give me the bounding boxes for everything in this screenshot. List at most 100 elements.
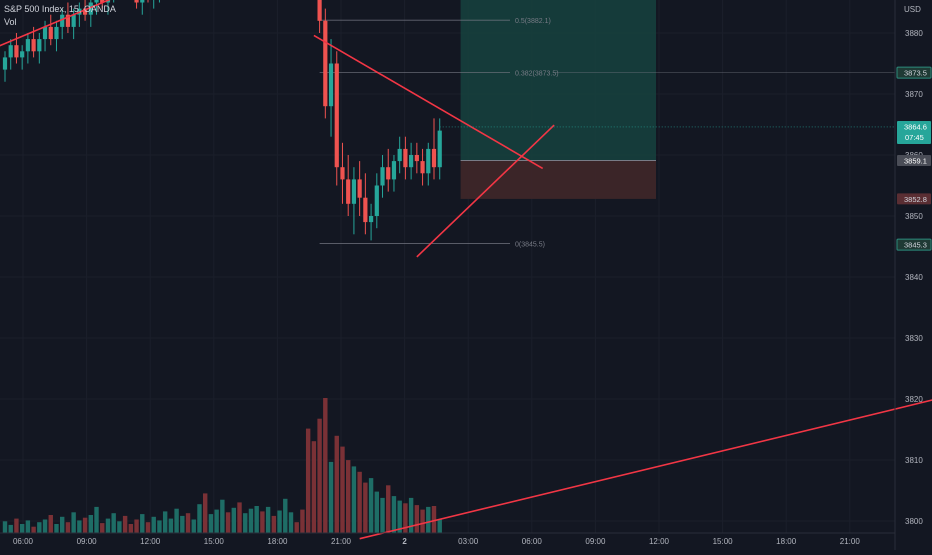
volume-bar bbox=[248, 508, 254, 533]
volume-bar bbox=[48, 515, 53, 533]
volume-bar bbox=[71, 512, 76, 533]
volume-bar bbox=[363, 482, 368, 533]
volume-bar bbox=[134, 519, 139, 533]
candle-body bbox=[60, 14, 65, 27]
volume-bar bbox=[197, 504, 202, 533]
volume-bar bbox=[2, 521, 8, 533]
time-tick-label: 12:00 bbox=[649, 537, 670, 546]
candle-body bbox=[409, 155, 414, 168]
volume-bar bbox=[25, 520, 31, 533]
candle-body bbox=[317, 0, 322, 21]
time-tick-label: 21:00 bbox=[331, 537, 352, 546]
volume-bar bbox=[334, 435, 339, 533]
volume-bar bbox=[214, 509, 219, 533]
price-tick-label: 3800 bbox=[905, 517, 923, 526]
price-axis: 3800381038203830384038503860387038803890… bbox=[894, 0, 923, 550]
volume-indicator-label: Vol bbox=[4, 17, 17, 27]
last-price-value: 3864.6 bbox=[904, 122, 927, 131]
price-tag-value: 3859.1 bbox=[904, 156, 927, 165]
candle-body bbox=[65, 14, 71, 27]
currency-label: USD bbox=[904, 5, 921, 14]
candle-body bbox=[437, 130, 442, 168]
volume-bar bbox=[19, 524, 25, 533]
volume-bar bbox=[386, 485, 391, 533]
volume-bar bbox=[368, 478, 374, 533]
volume-bar bbox=[340, 446, 345, 533]
candle-body bbox=[328, 63, 334, 107]
fib-level-label: 0.5(3882.1) bbox=[515, 18, 551, 25]
time-tick-label: 15:00 bbox=[204, 537, 225, 546]
volume-bar bbox=[174, 508, 179, 533]
long-position-stop-zone bbox=[460, 160, 656, 199]
candle-body bbox=[403, 148, 408, 168]
candle-body bbox=[105, 0, 111, 3]
time-tick-label: 03:00 bbox=[458, 537, 479, 546]
time-tick-label: 15:00 bbox=[713, 537, 734, 546]
price-tag-value: 3845.3 bbox=[904, 241, 927, 250]
volume-bar bbox=[317, 418, 322, 533]
candle-body bbox=[42, 26, 48, 40]
volume-bar bbox=[65, 522, 71, 533]
volume-bar bbox=[31, 526, 36, 533]
last-price-tag bbox=[897, 120, 931, 144]
fib-level-label: 0.382(3873.5) bbox=[515, 71, 559, 78]
time-tick-label: 12:00 bbox=[140, 537, 161, 546]
volume-bar bbox=[414, 505, 420, 533]
time-tick-label: 21:00 bbox=[840, 537, 861, 546]
candle-body bbox=[134, 0, 139, 3]
volume-bar bbox=[168, 518, 174, 533]
volume-bar bbox=[145, 522, 151, 533]
volume-bar bbox=[300, 509, 305, 533]
volume-bar bbox=[288, 512, 294, 533]
volume-bar bbox=[437, 519, 442, 533]
candle-body bbox=[25, 39, 30, 52]
candle-body bbox=[54, 26, 59, 40]
candle-body bbox=[82, 8, 88, 15]
grid bbox=[0, 0, 895, 533]
volume-bar bbox=[323, 398, 328, 533]
volume-bar bbox=[185, 513, 191, 533]
trendline-triangle-upper bbox=[313, 34, 544, 170]
fib-retracement: 1(3918.6)0.618(3890.7)0.5(3882.1)0.382(3… bbox=[319, 18, 895, 248]
candle-body bbox=[88, 2, 93, 15]
bar-countdown: 07:45 bbox=[905, 133, 924, 142]
candle-body bbox=[374, 185, 379, 216]
volume-bar bbox=[403, 503, 408, 533]
volume-bar bbox=[426, 506, 431, 533]
volume-bar bbox=[42, 519, 48, 533]
time-axis: 06:00 09:00 12:00 15:00 18:00 21:00 2 03:00 06:0… bbox=[0, 532, 895, 546]
volume-bar bbox=[105, 518, 111, 533]
volume-bar bbox=[77, 520, 82, 533]
trendline-triangle-lower bbox=[416, 124, 555, 258]
trendline-channel-lower bbox=[0, 0, 111, 47]
volume-bar bbox=[180, 515, 185, 533]
price-tick-label: 3810 bbox=[905, 456, 923, 465]
volume-bars bbox=[2, 398, 442, 533]
price-tag-entry bbox=[897, 154, 931, 166]
volume-bar bbox=[88, 515, 93, 533]
volume-bar bbox=[231, 507, 236, 533]
price-tag-fib bbox=[896, 238, 932, 251]
volume-bar bbox=[117, 521, 122, 533]
time-tick-label: 09:00 bbox=[585, 537, 606, 546]
price-tick-label: 3880 bbox=[905, 29, 923, 38]
volume-bar bbox=[37, 522, 42, 533]
volume-bar bbox=[60, 516, 65, 533]
candle-body bbox=[20, 51, 25, 58]
fib-level-label: 0(3845.5) bbox=[515, 241, 545, 248]
volume-bar bbox=[305, 428, 311, 533]
symbol-title: S&P 500 Index, 15, OANDA bbox=[4, 4, 116, 14]
candle-body bbox=[386, 167, 391, 180]
candle-body bbox=[397, 148, 402, 162]
volume-bar bbox=[346, 460, 351, 533]
volume-bar bbox=[128, 524, 134, 533]
candle-body bbox=[357, 179, 362, 198]
candle-body bbox=[346, 179, 351, 204]
price-tick-label: 3850 bbox=[905, 212, 923, 221]
price-tag-value: 3873.5 bbox=[904, 69, 927, 78]
candle-body bbox=[100, 0, 105, 3]
volume-bar bbox=[294, 522, 299, 533]
volume-bar bbox=[431, 506, 437, 533]
volume-bar bbox=[157, 520, 162, 533]
